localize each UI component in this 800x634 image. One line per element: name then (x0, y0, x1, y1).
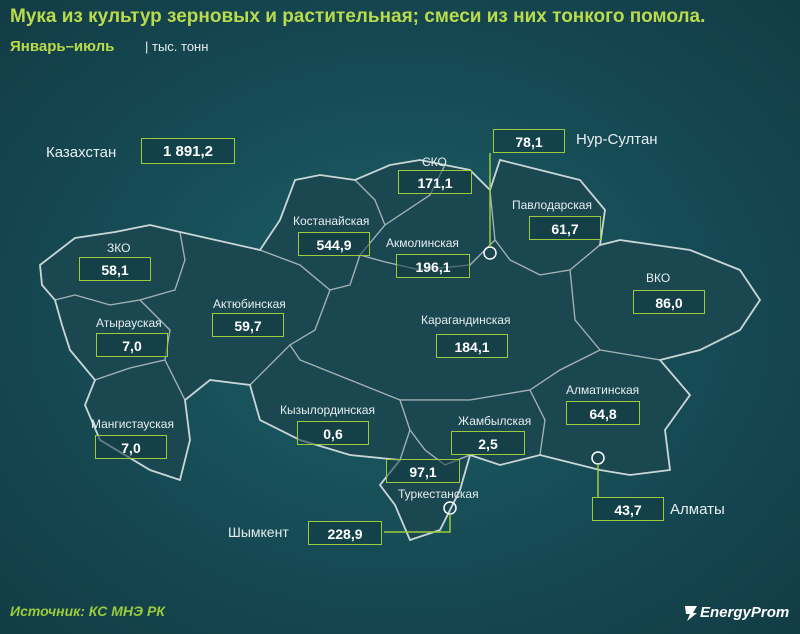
region-value-turkestan: 97,1 (386, 459, 460, 483)
region-label-akmola: Акмолинская (386, 236, 459, 250)
region-label-zko: ЗКО (107, 241, 131, 255)
region-label-turkestan: Туркестанская (398, 487, 479, 501)
region-label-shymkent: Шымкент (228, 524, 289, 540)
shymkent-leader-line (384, 514, 451, 533)
region-label-atyrau: Атырауская (96, 316, 162, 330)
region-label-zhambyl: Жамбылская (458, 414, 532, 428)
region-label-karaganda: Карагандинская (421, 313, 511, 327)
region-label-aktobe: Актюбинская (213, 297, 286, 311)
source-note: Источник: КС МНЭ РК (10, 603, 165, 619)
region-value-atyrau: 7,0 (96, 333, 168, 357)
region-value-kostanay: 544,9 (298, 232, 370, 256)
total-label: Казахстан (46, 144, 117, 161)
region-value-nursultan: 78,1 (493, 129, 565, 153)
region-label-pavlodar: Павлодарская (512, 198, 592, 212)
region-label-almaty-city: Алматы (670, 501, 725, 518)
region-value-shymkent: 228,9 (308, 521, 382, 545)
region-value-aktobe: 59,7 (212, 313, 284, 337)
region-value-vko: 86,0 (633, 290, 705, 314)
region-label-mangistau: Мангистауская (91, 417, 174, 431)
chart-title: Мука из культур зерновых и растительная;… (10, 6, 706, 27)
chart-period: Январь–июль (10, 38, 115, 55)
energyprom-logo-icon (685, 606, 697, 621)
region-label-kyzylorda: Кызылординская (280, 403, 375, 417)
region-label-almaty-oblast: Алматинская (566, 383, 640, 397)
region-value-mangistau: 7,0 (95, 435, 167, 459)
total-value: 1 891,2 (141, 138, 235, 164)
region-value-akmola: 196,1 (396, 254, 470, 278)
header: Мука из культур зерновых и растительная;… (0, 0, 800, 74)
chart-unit: | тыс. тонн (145, 39, 209, 54)
region-label-kostanay: Костанайская (293, 214, 370, 228)
region-value-sko: 171,1 (398, 170, 472, 194)
region-value-kyzylorda: 0,6 (297, 421, 369, 445)
region-label-nursultan: Нур-Султан (576, 131, 658, 148)
country-outline (39, 158, 762, 542)
region-value-karaganda: 184,1 (436, 334, 508, 358)
region-value-zhambyl: 2,5 (451, 431, 525, 455)
brand-logo: EnergyProm (700, 604, 790, 621)
region-value-pavlodar: 61,7 (529, 216, 601, 240)
region-value-zko: 58,1 (79, 257, 151, 281)
region-label-vko: ВКО (646, 271, 671, 285)
region-value-almaty-oblast: 64,8 (566, 401, 640, 425)
region-value-almaty-city: 43,7 (592, 497, 664, 521)
region-label-sko: СКО (422, 155, 447, 169)
